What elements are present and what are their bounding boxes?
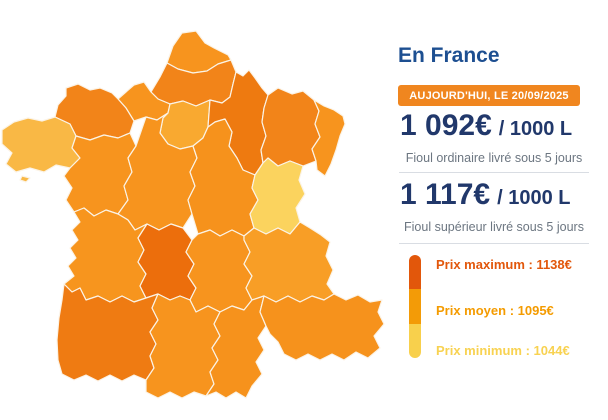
legend-bar-segment xyxy=(409,323,421,358)
price-superior: 1 117€ / 1000 L xyxy=(400,178,598,212)
divider xyxy=(399,172,589,173)
price-ordinary: 1 092€ / 1000 L xyxy=(400,109,598,143)
france-map-svg xyxy=(1,30,385,399)
date-badge: AUJOURD'HUI, LE 20/09/2025 xyxy=(398,85,580,106)
region-bretagne-island[interactable] xyxy=(19,175,31,183)
price-superior-amount: 1 117€ xyxy=(400,178,491,211)
legend-color-bar xyxy=(409,255,421,358)
region-midi-pyrenees[interactable] xyxy=(145,293,221,399)
legend-bar-segment xyxy=(409,289,421,324)
region-auvergne[interactable] xyxy=(185,229,253,313)
price-superior-description: Fioul supérieur livré sous 5 jours xyxy=(404,220,584,234)
region-alsace[interactable] xyxy=(311,99,346,177)
price-panel: En France AUJOURD'HUI, LE 20/09/2025 1 0… xyxy=(398,0,598,420)
region-limousin[interactable] xyxy=(137,223,197,301)
region-bretagne[interactable] xyxy=(1,116,81,173)
region-provence-alpes-cote-d-azur[interactable] xyxy=(259,293,385,361)
region-rhone-alpes[interactable] xyxy=(243,221,335,303)
panel-title: En France xyxy=(398,44,500,67)
price-ordinary-amount: 1 092€ xyxy=(400,109,492,142)
price-superior-unit: / 1000 L xyxy=(497,187,571,209)
legend-label-avg: Prix moyen : 1095€ xyxy=(436,303,554,318)
region-lorraine[interactable] xyxy=(260,87,321,167)
region-franche-comte[interactable] xyxy=(249,157,306,235)
price-ordinary-description: Fioul ordinaire livré sous 5 jours xyxy=(405,151,583,165)
legend-label-max: Prix maximum : 1138€ xyxy=(436,257,572,272)
divider xyxy=(399,243,589,244)
legend-label-min: Prix minimum : 1044€ xyxy=(436,343,570,358)
legend-bar-segment xyxy=(409,255,421,290)
price-ordinary-unit: / 1000 L xyxy=(498,118,573,140)
france-choropleth-map xyxy=(1,30,385,399)
region-languedoc-roussillon[interactable] xyxy=(205,295,267,399)
